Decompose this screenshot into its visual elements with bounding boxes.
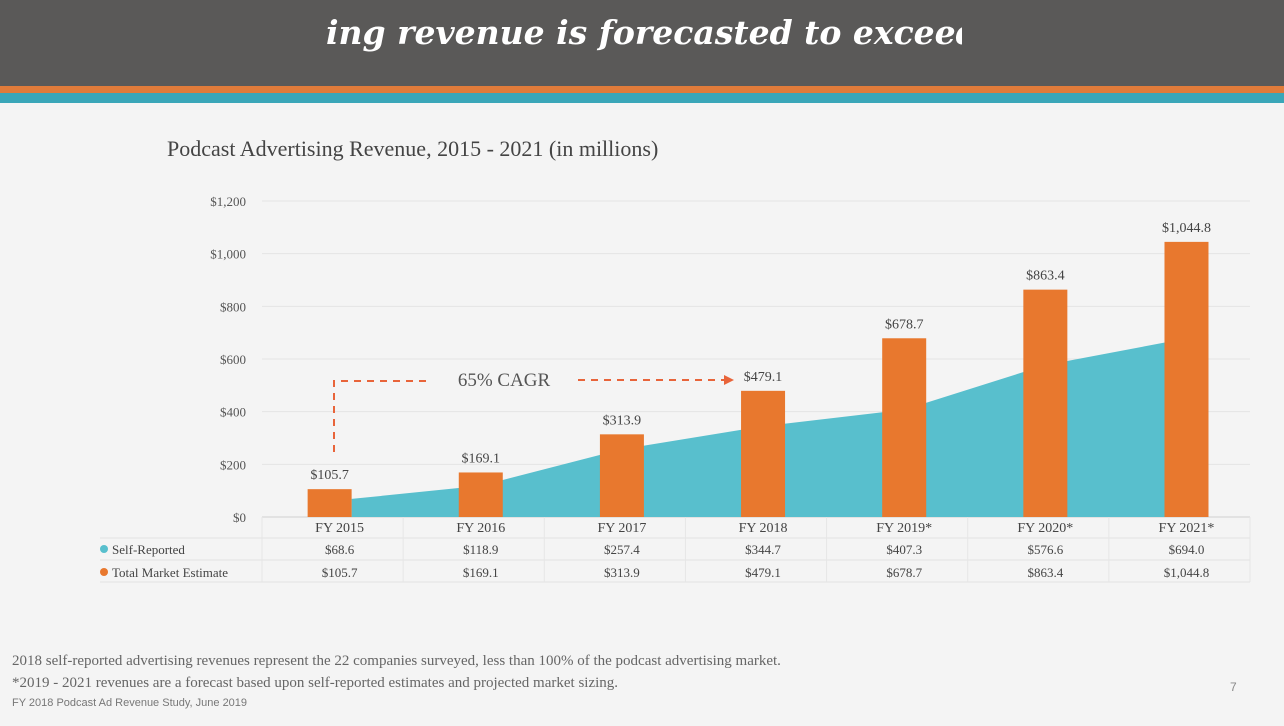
y-tick-label: $0 (233, 510, 246, 525)
bar-total-market (1023, 289, 1068, 517)
x-tick-label: FY 2018 (739, 521, 788, 536)
bar-data-label: $313.9 (603, 413, 642, 428)
bar-total-market (458, 472, 503, 517)
y-tick-label: $800 (220, 299, 246, 314)
table-cell-self-reported: $257.4 (604, 542, 640, 557)
bar-data-label: $169.1 (462, 451, 501, 466)
source-citation: FY 2018 Podcast Ad Revenue Study, June 2… (12, 697, 248, 709)
table-cell-self-reported: $694.0 (1169, 542, 1205, 557)
table-cell-self-reported: $68.6 (325, 542, 355, 557)
legend-swatch-self-reported (100, 545, 108, 553)
legend-swatch-total-market (100, 568, 108, 576)
table-cell-total-market: $863.4 (1027, 565, 1063, 580)
x-tick-label: FY 2021* (1159, 521, 1215, 536)
x-tick-label: FY 2020* (1017, 521, 1073, 536)
bar-data-label: $863.4 (1026, 269, 1065, 284)
cagr-arrowhead (724, 375, 734, 385)
header-bar: ing revenue is forecasted to exceed (0, 0, 1284, 86)
footnotes: 2018 self-reported advertising revenues … (12, 650, 1112, 694)
table-cell-self-reported: $344.7 (745, 542, 781, 557)
bar-total-market (882, 338, 927, 517)
bar-total-market (307, 489, 352, 517)
table-cell-total-market: $169.1 (463, 565, 499, 580)
y-tick-label: $1,200 (210, 194, 246, 209)
chart-title: Podcast Advertising Revenue, 2015 - 2021… (167, 136, 659, 161)
y-tick-label: $400 (220, 405, 246, 420)
bar-data-label: $678.7 (885, 317, 924, 332)
x-tick-label: FY 2015 (315, 521, 364, 536)
x-tick-label: FY 2019* (876, 521, 932, 536)
table-cell-self-reported: $576.6 (1027, 542, 1063, 557)
bar-data-label: $479.1 (744, 370, 783, 385)
header-stripe-teal (0, 93, 1284, 103)
x-tick-label: FY 2017 (597, 521, 646, 536)
bar-data-label: $105.7 (310, 468, 349, 483)
revenue-chart: $0 $200 $400 $600 $800 $1,000 $1,200 $105.7 $169… (100, 194, 1251, 583)
y-tick-label: $600 (220, 352, 246, 367)
slide-title: ing revenue is forecasted to exceed (326, 13, 962, 52)
table-cell-self-reported: $118.9 (463, 542, 498, 557)
legend-label-total-market: Total Market Estimate (112, 565, 228, 580)
bar-data-label: $1,044.8 (1162, 221, 1211, 236)
table-cell-total-market: $105.7 (322, 565, 358, 580)
table-cell-total-market: $678.7 (886, 565, 922, 580)
x-tick-label: FY 2016 (456, 521, 505, 536)
legend-label-self-reported: Self-Reported (112, 542, 185, 557)
table-cell-self-reported: $407.3 (886, 542, 922, 557)
bar-total-market (741, 390, 786, 517)
cagr-annotation: 65% CAGR (458, 370, 551, 391)
bar-total-market (599, 434, 644, 517)
cagr-connector-left (333, 380, 430, 452)
y-tick-label: $200 (220, 457, 246, 472)
table-cell-total-market: $1,044.8 (1164, 565, 1210, 580)
page-number: 7 (1230, 680, 1237, 694)
table-cell-total-market: $313.9 (604, 565, 640, 580)
footnote-2: *2019 - 2021 revenues are a forecast bas… (12, 675, 619, 691)
header-stripe-orange (0, 86, 1284, 93)
table-cell-total-market: $479.1 (745, 565, 781, 580)
y-tick-label: $1,000 (210, 247, 246, 262)
footnote-1: 2018 self-reported advertising revenues … (12, 653, 781, 669)
bar-total-market (1164, 241, 1209, 518)
